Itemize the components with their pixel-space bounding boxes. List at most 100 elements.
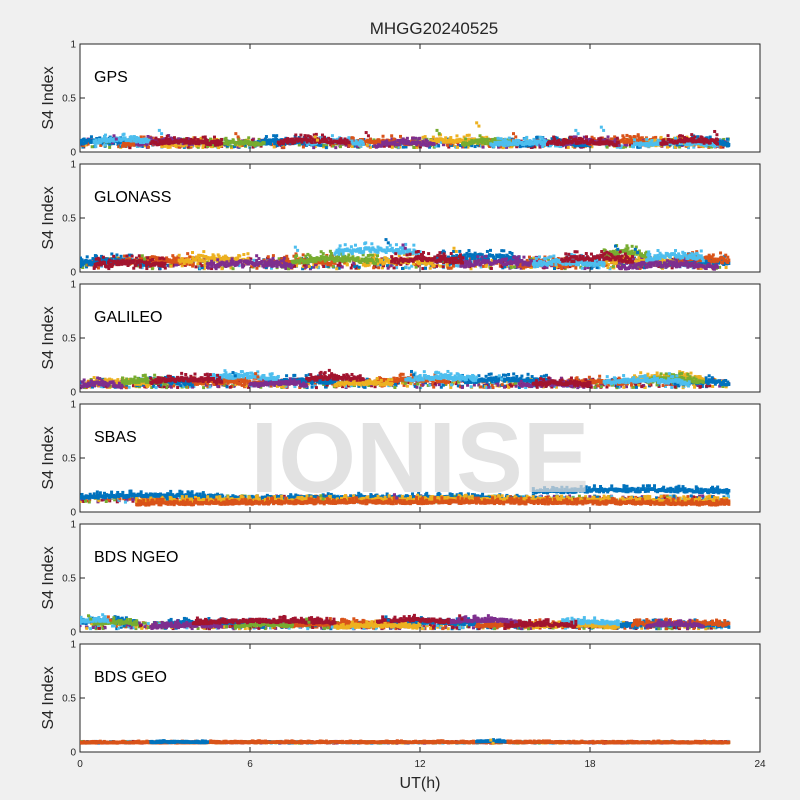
data-point (241, 263, 245, 268)
data-point (504, 258, 508, 263)
data-point (478, 143, 482, 147)
data-point (441, 138, 445, 142)
data-point (619, 144, 623, 148)
data-point (418, 145, 422, 149)
data-point (621, 134, 625, 138)
data-point (604, 261, 608, 265)
data-point (719, 145, 723, 149)
data-point (341, 254, 345, 258)
data-point (500, 265, 504, 269)
data-point-spike (315, 138, 319, 142)
data-point (337, 254, 341, 259)
data-point (341, 259, 345, 263)
data-point (376, 264, 380, 268)
data-point (80, 260, 83, 264)
data-point (459, 264, 463, 268)
data-point (198, 261, 202, 265)
data-point (526, 261, 530, 265)
data-point (272, 138, 276, 142)
data-point (171, 259, 175, 263)
data-point (621, 138, 625, 142)
data-point (246, 257, 250, 261)
data-point (671, 263, 675, 267)
data-point (335, 267, 339, 271)
data-point-spike (599, 125, 603, 129)
data-point (665, 141, 669, 146)
data-point (329, 138, 333, 142)
data-point (315, 265, 319, 269)
data-point (596, 258, 600, 262)
data-point (342, 256, 346, 261)
data-point (85, 255, 89, 259)
data-point-spike (437, 132, 441, 136)
data-point (574, 266, 578, 270)
data-point (718, 265, 722, 269)
data-point (461, 264, 464, 268)
data-point-spike (636, 133, 640, 137)
data-point (373, 261, 377, 266)
data-point (484, 257, 488, 261)
data-point (394, 145, 398, 149)
data-point (552, 139, 556, 143)
data-point (131, 136, 135, 141)
data-point (238, 144, 242, 148)
data-point (718, 139, 722, 144)
y-tick-label: 0 (70, 148, 76, 159)
data-point (637, 142, 641, 146)
data-point (469, 257, 473, 261)
data-point (498, 253, 502, 257)
data-point (645, 250, 649, 254)
data-point (312, 265, 316, 269)
data-point (255, 259, 259, 263)
data-point (396, 145, 400, 149)
data-point (387, 144, 391, 148)
data-point (441, 143, 445, 147)
data-point (98, 136, 102, 140)
data-point (84, 140, 88, 145)
data-point (480, 141, 484, 145)
data-point (103, 257, 107, 261)
data-point (440, 141, 444, 145)
data-point (117, 145, 121, 149)
data-point (299, 133, 303, 137)
data-point (597, 141, 601, 145)
data-point (499, 137, 503, 141)
data-point (300, 140, 304, 144)
data-point (541, 262, 545, 267)
data-point (122, 132, 126, 136)
data-point (229, 266, 233, 270)
data-point (624, 145, 628, 149)
data-point (196, 145, 200, 149)
data-point (390, 138, 394, 143)
data-point (316, 266, 320, 270)
data-point (305, 140, 309, 144)
data-point (385, 257, 389, 261)
data-point (555, 139, 559, 144)
data-point (637, 249, 641, 253)
data-point (182, 143, 186, 148)
data-point (462, 135, 466, 139)
data-point (605, 139, 609, 143)
data-point (174, 144, 178, 149)
data-point (617, 261, 621, 265)
data-point (502, 249, 506, 253)
data-point (380, 144, 384, 148)
data-point (464, 259, 468, 263)
data-point (537, 255, 541, 259)
data-point (346, 255, 350, 260)
data-point (319, 143, 323, 148)
data-point (287, 267, 291, 271)
data-point (527, 255, 531, 259)
data-point (394, 248, 398, 252)
data-point (105, 259, 109, 263)
data-point (447, 140, 451, 144)
data-point (146, 135, 150, 139)
data-point (323, 135, 327, 139)
data-point (331, 259, 335, 263)
data-point (599, 136, 603, 140)
data-point (432, 145, 436, 149)
data-point (275, 134, 279, 138)
data-point (145, 142, 149, 146)
data-point (80, 256, 82, 260)
data-point (612, 140, 616, 144)
